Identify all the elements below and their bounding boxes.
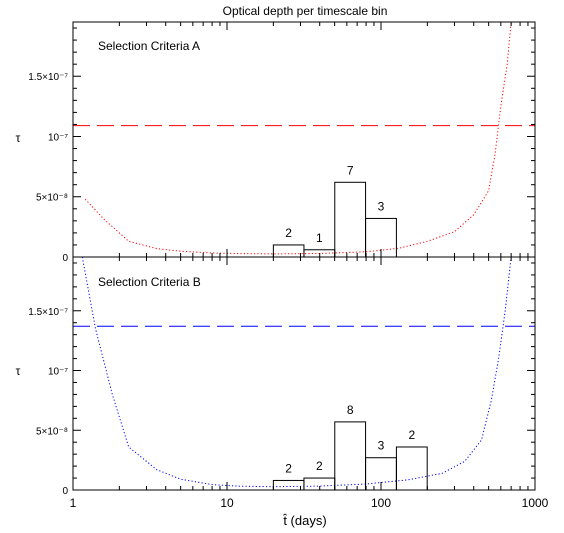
y-tick-label: 1.5×10⁻⁷	[28, 72, 68, 83]
panel-bottom: Selection Criteria B τ 2 2 8 3 2 1 10 100 1000 0 5…	[16, 256, 549, 510]
x-tick-label: 1000	[522, 496, 549, 510]
bin-count-label: 2	[285, 226, 292, 240]
bin-count-label: 7	[347, 163, 354, 177]
bin-count-label: 1	[316, 231, 323, 245]
y-tick-label: 5×10⁻⁸	[36, 426, 68, 437]
histogram-bar	[334, 421, 367, 491]
efficiency-curve	[84, 22, 512, 255]
bin-count-label: 2	[285, 461, 292, 475]
x-axis-label: t̂ (days)	[282, 513, 327, 528]
x-tick-label: 1	[70, 496, 77, 510]
y-tick-label: 10⁻⁷	[48, 132, 68, 143]
panel-top: Selection Criteria A τ 2 1 7 3 0 5×10⁻⁸ 10⁻⁷ 1.…	[16, 21, 536, 264]
bin-count-label: 3	[378, 439, 385, 453]
y-tick-label: 1.5×10⁻⁷	[28, 307, 68, 318]
panel-top-annotation: Selection Criteria A	[98, 39, 200, 53]
histogram-bar	[334, 181, 367, 258]
histogram-bar	[272, 244, 305, 258]
histogram-bar	[395, 446, 428, 491]
y-tick-label: 5×10⁻⁸	[36, 193, 68, 204]
bin-count-label: 2	[408, 428, 415, 442]
chart-title: Optical depth per timescale bin	[223, 4, 388, 18]
y-tick-label: 0	[62, 486, 68, 497]
panel-bottom-annotation: Selection Criteria B	[98, 275, 201, 289]
histogram-bar	[272, 479, 305, 491]
x-tick-label: 10	[220, 496, 234, 510]
bin-count-label: 2	[316, 459, 323, 473]
efficiency-curve	[81, 257, 512, 488]
bin-count-label: 8	[347, 403, 354, 417]
y-tick-label: 0	[62, 253, 68, 264]
bin-count-label: 3	[378, 199, 385, 213]
y-tick-label: 10⁻⁷	[48, 367, 68, 378]
plot-frame	[72, 256, 536, 491]
panel-bottom-y-axis-label: τ	[16, 364, 21, 378]
panel-top-y-axis-label: τ	[16, 131, 21, 145]
x-tick-label: 100	[371, 496, 391, 510]
